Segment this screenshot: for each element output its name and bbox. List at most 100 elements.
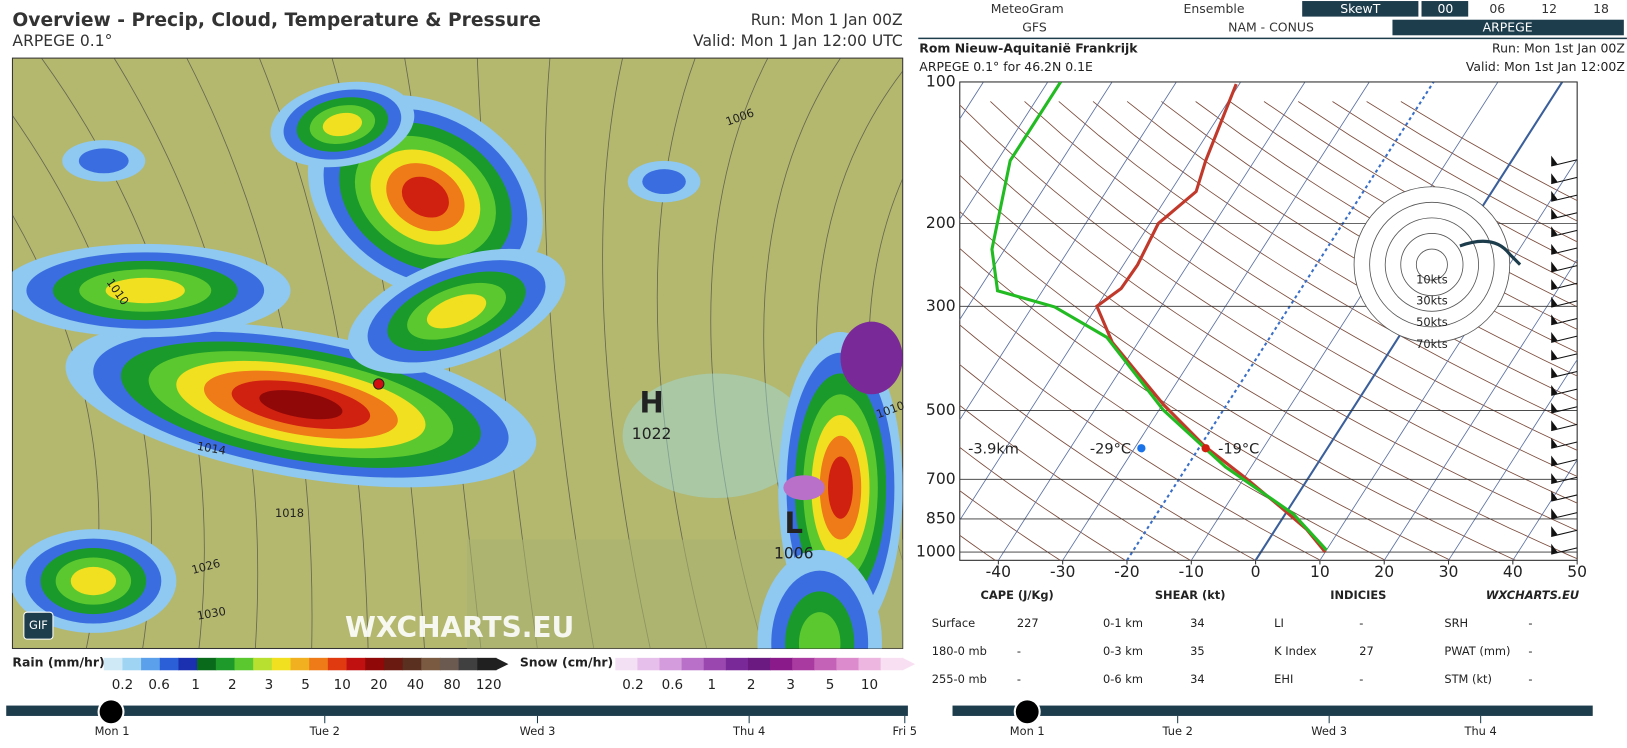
- table-cell: -: [1528, 644, 1532, 658]
- legend-swatch: [253, 657, 273, 671]
- isotherm: [959, 81, 1113, 321]
- gif-button[interactable]: [23, 611, 54, 640]
- table-cell: 255-0 mb: [932, 672, 987, 686]
- timeline-label: Wed 3: [1311, 724, 1347, 738]
- dry-adiabat: [959, 104, 1578, 504]
- dry-adiabat: [1229, 101, 1578, 308]
- wind-barb: [1551, 212, 1578, 220]
- wind-barb: [1551, 473, 1558, 484]
- x-tick-label: 30: [1439, 563, 1459, 581]
- table-cell: 27: [1359, 644, 1374, 658]
- tab: NAM - CONUS: [1228, 20, 1314, 35]
- dry-adiabat: [990, 101, 1578, 477]
- low-pressure: 1006: [774, 545, 814, 563]
- snow-area: [783, 475, 825, 501]
- legend-swatch: [327, 657, 348, 671]
- legend-arrow: [902, 657, 916, 671]
- table-header: SHEAR (kt): [1155, 588, 1226, 602]
- timeline-label: Thu 4: [1463, 724, 1496, 738]
- timeline-knob[interactable]: [1013, 698, 1041, 726]
- skewt-layer: [959, 81, 1578, 561]
- y-tick-label: 700: [926, 470, 956, 488]
- wind-barb: [1551, 547, 1578, 555]
- wind-barb: [1551, 226, 1558, 237]
- wind-barb: [1551, 402, 1558, 413]
- annotation: -3.9km: [968, 441, 1019, 457]
- legend-tick-label: 40: [407, 677, 424, 693]
- dry-adiabat: [959, 210, 1517, 561]
- wind-barb: [1551, 265, 1578, 273]
- wind-barb: [1551, 370, 1578, 379]
- legend-tick-label: 120: [476, 677, 502, 693]
- table-cell: LI: [1274, 616, 1284, 630]
- timeline-label: Tue 2: [309, 724, 340, 738]
- tab-active[interactable]: [1302, 1, 1419, 17]
- table-cell: -: [1017, 644, 1021, 658]
- map-layer: [12, 58, 903, 649]
- x-tick-label: 0: [1251, 563, 1261, 581]
- wind-barb: [1551, 384, 1558, 396]
- dry-adiabat: [1092, 101, 1578, 401]
- wind-barb: [1551, 190, 1558, 202]
- wind-barb: [1551, 194, 1578, 202]
- timeline-knob[interactable]: [97, 698, 125, 726]
- wind-barb: [1551, 459, 1578, 467]
- wind-barb: [1551, 229, 1578, 238]
- legend-swatch: [234, 657, 254, 671]
- isotherm: [1448, 358, 1578, 561]
- wind-barb: [1551, 300, 1578, 308]
- table-cell: EHI: [1274, 672, 1293, 686]
- isotherm: [1383, 258, 1578, 561]
- tab: GFS: [1022, 20, 1047, 35]
- precip-area: [426, 294, 487, 329]
- gif-label: GIF: [29, 618, 48, 632]
- precip-area: [798, 612, 841, 649]
- wind-barb: [1551, 279, 1558, 290]
- tab-active[interactable]: [1392, 19, 1624, 36]
- y-tick-label: 300: [926, 297, 956, 315]
- isotherm: [1190, 81, 1499, 561]
- wind-barb: [1551, 353, 1578, 361]
- x-tick-label: 40: [1503, 563, 1523, 581]
- legend-swatch: [271, 657, 292, 671]
- legend-swatch: [383, 657, 404, 671]
- wind-barb: [1551, 314, 1558, 325]
- wind-barb: [1551, 155, 1558, 167]
- precip-area: [105, 277, 185, 304]
- isotherm: [959, 81, 1049, 220]
- hodograph-label: 30kts: [1416, 293, 1448, 307]
- tab-active[interactable]: [1421, 1, 1469, 17]
- isotherm: [1576, 559, 1578, 561]
- annotation: -19°C: [1218, 441, 1259, 457]
- legend-swatch: [122, 657, 142, 671]
- wind-barb: [1551, 173, 1558, 184]
- wind-barb: [1551, 296, 1558, 308]
- legend-swatch: [159, 657, 179, 671]
- legend-swatch: [615, 657, 638, 671]
- precip-area: [828, 456, 853, 519]
- timeline-label: Wed 3: [520, 724, 556, 738]
- wind-barb: [1551, 318, 1578, 326]
- location-marker: [373, 378, 385, 390]
- timeline-label: Mon 1: [95, 724, 130, 738]
- wind-barb: [1551, 455, 1558, 466]
- legend-tick-label: 5: [301, 677, 310, 693]
- legend-swatch: [703, 657, 727, 671]
- legend-tick-label: 10: [334, 677, 351, 693]
- wind-barb: [1551, 512, 1578, 520]
- precip-area: [78, 148, 129, 174]
- dry-adiabat: [959, 364, 1257, 561]
- isotherm: [1126, 81, 1435, 561]
- isobar-label: 1018: [275, 506, 304, 520]
- dry-adiabat: [959, 324, 1322, 561]
- hodograph-label: 10kts: [1416, 273, 1448, 287]
- isobar-label: 1030: [196, 604, 227, 623]
- annotation-dot: [1201, 444, 1210, 453]
- table-cell: -: [1359, 616, 1363, 630]
- isobar-label: 1014: [196, 439, 227, 458]
- y-tick-label: 100: [926, 72, 956, 90]
- legend-swatch: [836, 657, 860, 671]
- tab: SkewT: [1340, 1, 1380, 16]
